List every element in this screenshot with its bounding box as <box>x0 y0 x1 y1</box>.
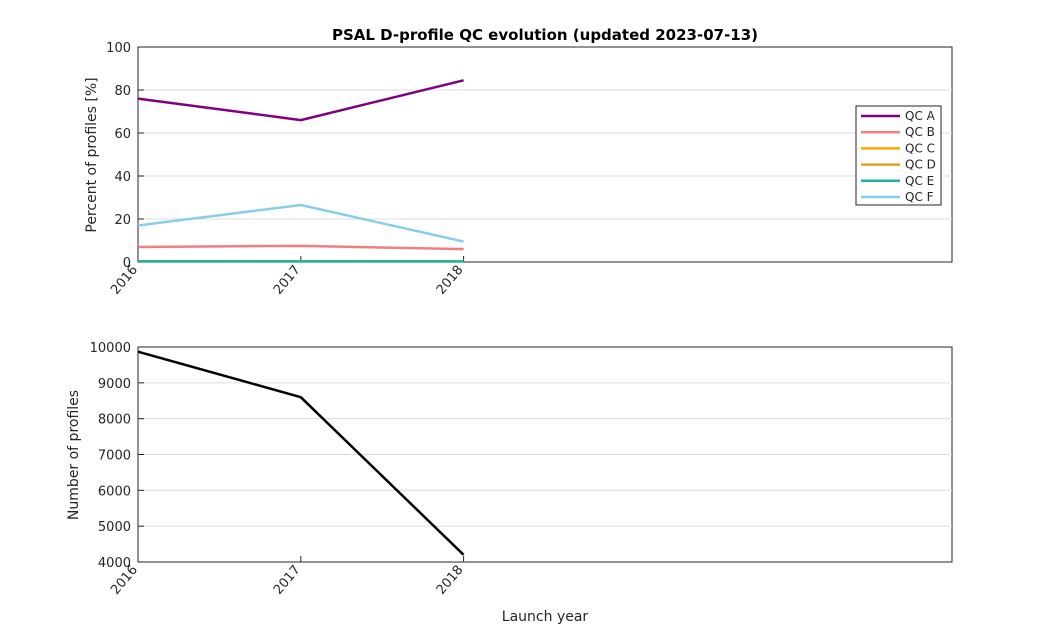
legend-label: QC A <box>905 109 936 123</box>
bottom-y-axis-label: Number of profiles <box>66 390 82 520</box>
x-tick-label: 2017 <box>271 263 304 298</box>
top-y-axis-label: Percent of profiles [%] <box>84 77 100 232</box>
y-tick-label: 100 <box>106 41 131 56</box>
x-tick-label: 2017 <box>271 563 304 598</box>
top-y-ticks: 0 20 40 60 80 100 <box>106 41 144 271</box>
top-grid <box>138 89 952 220</box>
y-tick-label: 10000 <box>90 341 131 356</box>
series-line-qc-a <box>137 79 464 122</box>
x-tick-label: 2018 <box>434 263 467 298</box>
top-plot-frame <box>137 46 953 263</box>
y-tick-label: 5000 <box>98 520 131 535</box>
legend-label: QC B <box>905 125 935 139</box>
y-tick-label: 8000 <box>98 413 131 428</box>
legend: QC A QC B QC C QC D QC E QC F <box>855 105 942 206</box>
series-line-0 <box>137 350 465 556</box>
y-tick-label: 20 <box>114 213 131 228</box>
y-tick-label: 9000 <box>98 377 131 392</box>
x-tick-label: 2016 <box>108 263 141 298</box>
legend-label: QC D <box>905 158 936 172</box>
y-tick-label: 6000 <box>98 484 131 499</box>
legend-label: QC F <box>905 190 934 204</box>
legend-label: QC C <box>905 141 935 155</box>
legend-label: QC E <box>905 174 934 188</box>
y-tick-label: 4000 <box>98 556 131 571</box>
bottom-y-ticks: 4000 5000 6000 7000 8000 9000 10000 <box>90 341 144 571</box>
bottom-series <box>137 350 465 556</box>
top-series <box>137 79 464 263</box>
y-tick-label: 7000 <box>98 449 131 464</box>
qc-percent-plot: 0 20 40 60 80 100 2016 2017 2018 Percent of pro… <box>84 41 953 298</box>
x-tick-label: 2018 <box>434 563 467 598</box>
series-line-qc-b <box>137 244 464 251</box>
y-tick-label: 80 <box>114 84 131 99</box>
bottom-grid <box>138 382 952 527</box>
series-line-qc-f <box>137 203 464 243</box>
chart-title: PSAL D-profile QC evolution (updated 202… <box>332 26 758 44</box>
y-tick-label: 0 <box>123 256 131 271</box>
y-tick-label: 60 <box>114 127 131 142</box>
legend-box <box>855 105 942 206</box>
x-axis-label: Launch year <box>502 609 589 625</box>
y-tick-label: 40 <box>114 170 131 185</box>
